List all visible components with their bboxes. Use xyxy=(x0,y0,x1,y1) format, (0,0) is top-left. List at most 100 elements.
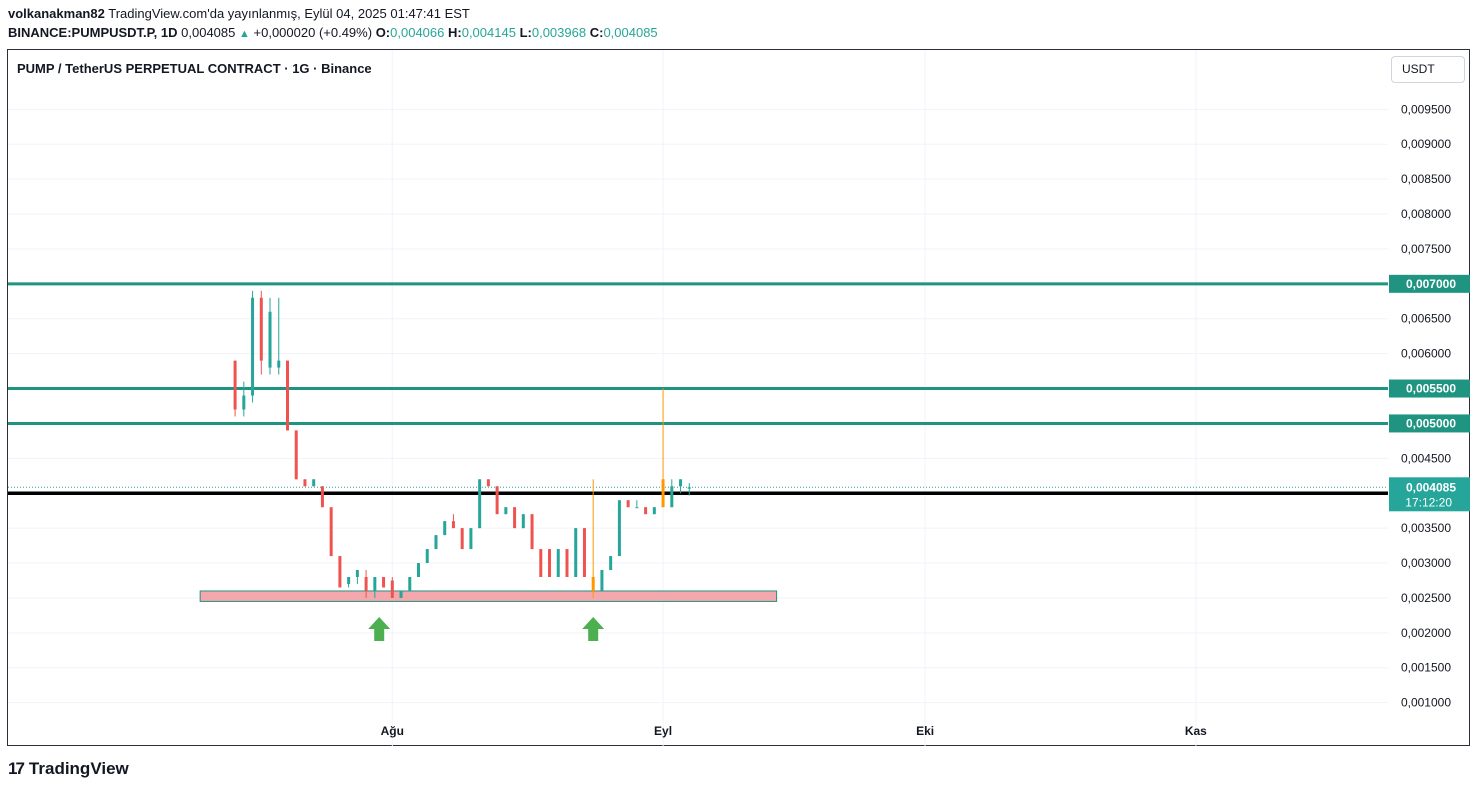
up-arrow-icon xyxy=(368,617,391,641)
level-price-tag: 0,007000 xyxy=(1389,274,1470,293)
candle xyxy=(233,360,237,417)
candle xyxy=(417,563,421,578)
candle-body xyxy=(591,577,595,591)
x-month-label: Kas xyxy=(1185,724,1207,738)
candle xyxy=(635,500,639,509)
tradingview-wordmark: TradingView xyxy=(28,759,129,778)
high-label: H: xyxy=(448,25,462,40)
candle-body xyxy=(329,507,333,557)
candle xyxy=(644,507,648,515)
candle xyxy=(670,479,674,508)
tradingview-logo-icon: 17 xyxy=(8,759,25,778)
candle-body xyxy=(320,486,324,508)
candle-body xyxy=(408,577,412,591)
y-tick-label: 0,003000 xyxy=(1401,556,1451,570)
level-price-tag: 0,005000 xyxy=(1389,414,1470,433)
candle xyxy=(242,381,246,417)
level-price-tag-text: 0,005000 xyxy=(1406,416,1456,430)
candle xyxy=(582,528,586,578)
candle-body xyxy=(486,479,490,487)
candle-body xyxy=(251,297,255,396)
candle-body xyxy=(495,486,499,515)
high-value: 0,004145 xyxy=(461,25,516,40)
candle-body xyxy=(347,577,351,584)
candle-body xyxy=(513,507,517,529)
candle-body xyxy=(294,430,298,480)
candle-body xyxy=(661,479,665,508)
candle-body xyxy=(478,479,482,529)
candle-body xyxy=(338,556,342,588)
candle xyxy=(355,570,359,584)
candle-body xyxy=(687,487,691,489)
y-tick-label: 0,006000 xyxy=(1401,347,1451,361)
candle xyxy=(294,430,298,480)
level-price-tag-bg xyxy=(1389,414,1470,433)
candle xyxy=(303,479,307,487)
last-price: 0,004085 xyxy=(181,25,236,40)
y-tick-label: 0,001500 xyxy=(1401,661,1451,675)
candle xyxy=(268,297,272,375)
candle xyxy=(539,549,543,578)
candle-body xyxy=(451,521,455,529)
candle xyxy=(495,486,499,515)
candle-body xyxy=(574,528,578,578)
author-name[interactable]: volkanakman82 xyxy=(8,6,105,21)
candle xyxy=(408,577,412,591)
candle-body xyxy=(364,577,368,591)
candle xyxy=(504,507,508,515)
candle xyxy=(251,290,255,403)
close-label: C: xyxy=(589,25,604,40)
y-tick-label: 0,009000 xyxy=(1401,137,1451,151)
candle-body xyxy=(617,500,621,557)
y-tick-label: 0,007500 xyxy=(1401,242,1451,256)
candle-body xyxy=(417,563,421,578)
candle xyxy=(679,479,683,494)
tradingview-logo[interactable]: 17 TradingView xyxy=(8,759,129,779)
candle-body xyxy=(303,479,307,487)
candle xyxy=(451,514,455,529)
candle-body xyxy=(652,507,656,515)
x-month-label: Ağu xyxy=(381,724,404,738)
candle xyxy=(513,507,517,529)
price-change: +0,000020 (+0.49%) xyxy=(253,25,373,40)
y-tick-label: 0,002000 xyxy=(1401,626,1451,640)
y-tick-label: 0,008000 xyxy=(1401,207,1451,221)
low-value: 0,003968 xyxy=(531,25,587,40)
candle-body xyxy=(635,507,639,509)
countdown-timer: 17:12:20 xyxy=(1405,495,1452,509)
candle-body xyxy=(399,590,403,598)
candle-body xyxy=(443,521,447,536)
candle xyxy=(478,479,482,529)
candle xyxy=(443,521,447,536)
candle-body xyxy=(539,549,543,578)
candle-body xyxy=(460,528,464,550)
candle xyxy=(390,577,394,598)
candle-body xyxy=(242,395,246,410)
candle-body xyxy=(670,486,674,508)
candle xyxy=(617,500,621,557)
y-tick-label: 0,006500 xyxy=(1401,312,1451,326)
candle xyxy=(521,514,525,529)
candle-body xyxy=(434,535,438,550)
candle-body xyxy=(277,360,281,368)
up-arrow-icon xyxy=(582,617,605,641)
candle-body xyxy=(565,549,569,578)
x-month-label: Eyl xyxy=(654,724,672,738)
candle xyxy=(312,479,316,487)
candle-body xyxy=(530,514,534,550)
level-price-tag-text: 0,007000 xyxy=(1406,277,1456,291)
candle-body xyxy=(312,479,316,487)
y-tick-label: 0,009500 xyxy=(1401,102,1451,116)
open-value: 0,004066 xyxy=(390,25,445,40)
support-zone xyxy=(199,590,778,602)
candle-body xyxy=(259,297,263,361)
close-value: 0,004085 xyxy=(603,25,658,40)
candle xyxy=(364,570,368,598)
candle-body xyxy=(626,500,630,508)
candle xyxy=(382,577,386,588)
candle-body xyxy=(268,311,272,368)
currency-button[interactable]: USDT xyxy=(1391,56,1465,83)
candle-body xyxy=(469,528,473,550)
